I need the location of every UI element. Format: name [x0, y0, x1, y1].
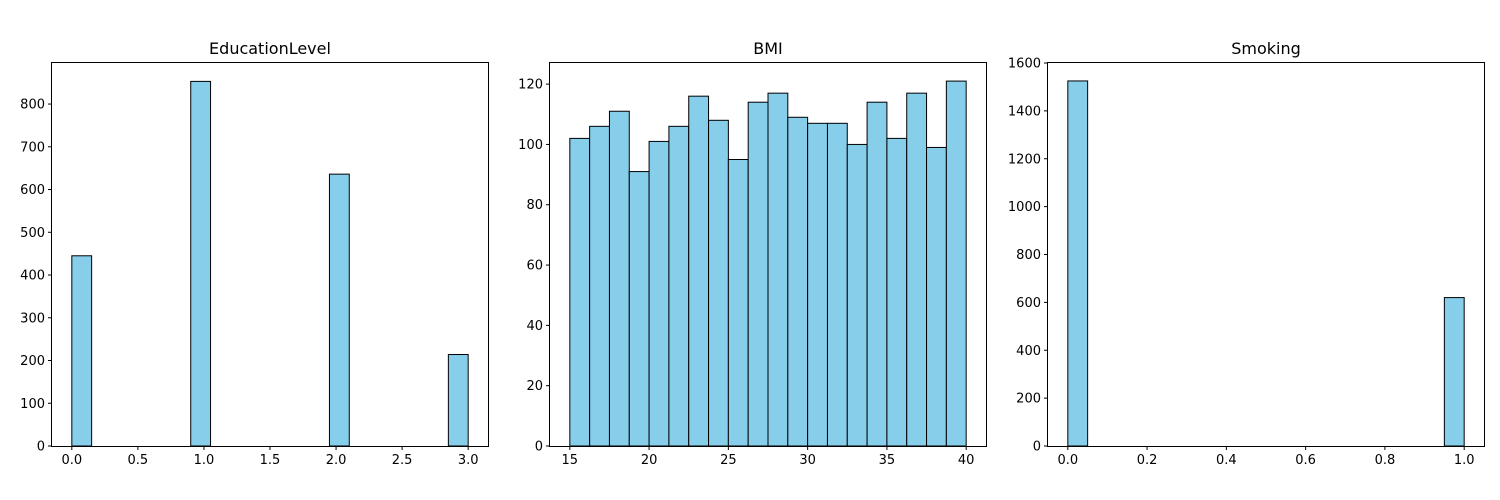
x-tick-label-bmi: 15	[562, 453, 579, 468]
bar-bmi-2	[608, 110, 630, 447]
x-tick-label-education-level: 1.5	[260, 453, 281, 468]
y-tick-label-education-level: 600	[20, 183, 45, 198]
chart-title-education-level: EducationLevel	[209, 39, 331, 58]
bar-bmi-0	[569, 137, 591, 447]
bar-bmi-12	[807, 122, 828, 447]
y-tick-label-smoking: 1600	[1008, 57, 1041, 72]
bar-bmi-19	[945, 80, 967, 447]
bar-bmi-9	[747, 101, 769, 447]
y-tick-label-education-level: 500	[20, 226, 45, 241]
bar-bmi-10	[767, 92, 789, 447]
x-tick-label-smoking: 1.0	[1454, 453, 1475, 468]
bar-bmi-5	[668, 125, 690, 447]
y-tick-label-education-level: 100	[20, 397, 45, 412]
axes-frame-education-level	[51, 62, 489, 447]
x-tick-label-bmi: 30	[799, 453, 816, 468]
y-tick-label-smoking: 200	[1016, 392, 1041, 407]
x-tick-label-smoking: 0.4	[1216, 453, 1237, 468]
bar-bmi-1	[589, 125, 610, 447]
chart-title-bmi: BMI	[753, 39, 783, 58]
bar-bmi-16	[886, 137, 908, 447]
x-tick-label-smoking: 0.2	[1137, 453, 1158, 468]
x-tick-label-bmi: 20	[641, 453, 658, 468]
y-tick-label-bmi: 60	[526, 259, 543, 274]
x-tick-label-smoking: 0.8	[1375, 453, 1396, 468]
bar-smoking-0	[1067, 80, 1089, 447]
bar-bmi-6	[688, 95, 710, 447]
y-tick-label-education-level: 300	[20, 311, 45, 326]
bars-smoking	[1067, 80, 1465, 447]
y-tick-label-education-level: 800	[20, 98, 45, 113]
bar-bmi-3	[628, 171, 650, 447]
y-tick-label-bmi: 0	[535, 440, 543, 455]
bar-bmi-17	[906, 92, 928, 447]
bar-bmi-7	[708, 119, 729, 447]
x-tick-label-education-level: 2.0	[326, 453, 347, 468]
y-tick-label-bmi: 80	[526, 198, 543, 213]
bar-bmi-8	[727, 159, 749, 447]
bar-bmi-11	[787, 116, 809, 447]
x-tick-label-bmi: 25	[720, 453, 737, 468]
x-tick-label-education-level: 0.0	[61, 453, 82, 468]
x-tick-label-education-level: 2.5	[392, 453, 413, 468]
bar-smoking-1	[1443, 297, 1465, 447]
y-tick-label-smoking: 600	[1016, 296, 1041, 311]
panel-education-level: EducationLevel 0.0 0.5 1.0 1.5 2.0 2.5 3.0 0 100…	[20, 39, 489, 468]
y-tick-label-smoking: 800	[1016, 248, 1041, 263]
y-tick-label-education-level: 0	[37, 440, 45, 455]
y-tick-label-smoking: 1200	[1008, 152, 1041, 167]
y-tick-label-bmi: 100	[518, 138, 543, 153]
axes-frame-bmi	[549, 62, 987, 447]
x-tick-label-education-level: 0.5	[128, 453, 149, 468]
x-tick-label-education-level: 3.0	[458, 453, 479, 468]
bars-education-level	[71, 80, 469, 447]
bar-education-level-2	[328, 173, 350, 447]
ticks-bmi: 15 20 25 30 35 40 0 20 40 60 80 100 120	[518, 78, 974, 468]
ticks-education-level: 0.0 0.5 1.0 1.5 2.0 2.5 3.0 0 100 200 300 400 500 600…	[20, 98, 478, 468]
x-tick-label-education-level: 1.0	[194, 453, 215, 468]
y-tick-label-education-level: 400	[20, 269, 45, 284]
ticks-smoking: 0.0 0.2 0.4 0.6 0.8 1.0 0 200 400 600 800 1000 1200 1…	[1008, 57, 1475, 469]
bar-bmi-14	[846, 143, 868, 447]
bar-bmi-15	[866, 101, 888, 447]
y-tick-label-smoking: 1400	[1008, 104, 1041, 119]
chart-title-smoking: Smoking	[1231, 39, 1301, 58]
panel-bmi: BMI 15 20 25 30 35 40 0 20 40 60 80 100 120	[518, 39, 987, 468]
x-tick-label-smoking: 0.0	[1057, 453, 1078, 468]
bar-education-level-1	[190, 80, 212, 447]
y-tick-label-education-level: 200	[20, 354, 45, 369]
x-tick-label-smoking: 0.6	[1295, 453, 1316, 468]
bar-bmi-13	[826, 122, 848, 447]
panel-smoking: Smoking 0.0 0.2 0.4 0.6 0.8 1.0 0 200 400 600 800 1…	[1008, 39, 1485, 468]
axes-frame-smoking	[1047, 62, 1485, 447]
y-tick-label-smoking: 400	[1016, 344, 1041, 359]
x-tick-label-bmi: 35	[879, 453, 896, 468]
y-tick-label-bmi: 120	[518, 78, 543, 93]
bar-bmi-4	[648, 140, 670, 447]
y-tick-label-smoking: 1000	[1008, 200, 1041, 215]
bars-bmi	[569, 80, 967, 447]
bar-education-level-0	[71, 255, 93, 447]
y-tick-label-education-level: 700	[20, 140, 45, 155]
bar-bmi-18	[926, 146, 947, 447]
y-tick-label-bmi: 40	[526, 319, 543, 334]
y-tick-label-bmi: 20	[526, 379, 543, 394]
x-tick-label-bmi: 40	[958, 453, 975, 468]
y-tick-label-smoking: 0	[1033, 440, 1041, 455]
bar-education-level-3	[447, 354, 469, 447]
